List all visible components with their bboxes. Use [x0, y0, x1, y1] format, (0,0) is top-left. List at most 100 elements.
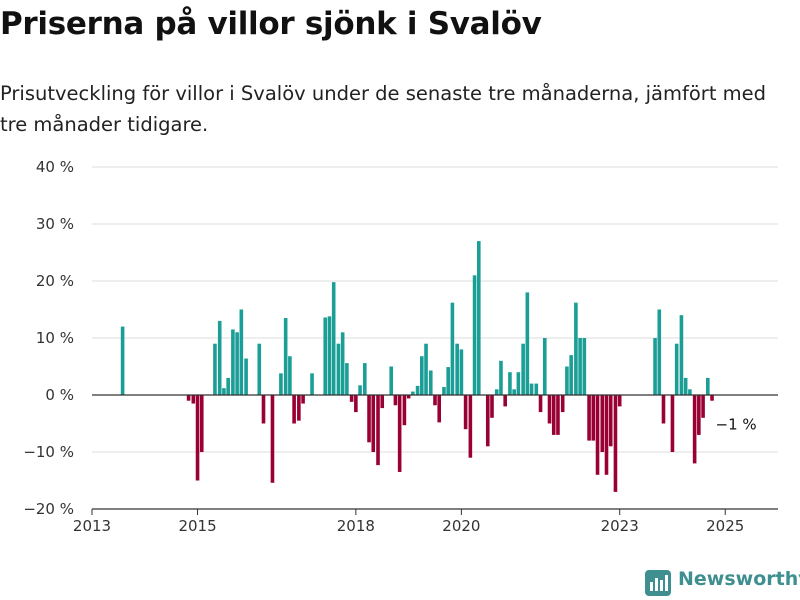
bar — [393, 395, 398, 406]
bar — [371, 395, 376, 452]
bar — [191, 395, 196, 404]
bar — [446, 367, 450, 395]
bar — [472, 275, 477, 395]
bar — [674, 343, 679, 395]
bar — [512, 389, 516, 395]
y-tick-label: −10 % — [23, 443, 74, 461]
bar — [376, 395, 380, 466]
bar — [292, 395, 296, 424]
y-tick-label: 20 % — [36, 272, 74, 290]
bar — [692, 395, 697, 464]
newsworthy-logo: Newsworthy — [644, 568, 800, 598]
bar — [569, 355, 573, 395]
bar — [670, 395, 675, 452]
bar — [310, 373, 314, 395]
x-tick-label: 2023 — [601, 517, 639, 535]
y-tick-label: 40 % — [36, 158, 74, 176]
page-subtitle: Prisutveckling för villor i Svalöv under… — [0, 82, 767, 136]
bar — [468, 395, 473, 458]
y-tick-label: 0 % — [45, 386, 74, 404]
bar — [657, 309, 662, 395]
bar — [380, 395, 385, 409]
bar — [297, 395, 301, 421]
bar — [617, 395, 622, 407]
bar — [490, 395, 494, 418]
bar — [574, 302, 578, 395]
bar — [235, 332, 239, 395]
bar — [499, 360, 503, 395]
bar — [406, 395, 411, 399]
bar — [551, 395, 556, 435]
x-tick-label: 2013 — [73, 517, 111, 535]
bar — [494, 389, 499, 395]
bar — [195, 395, 200, 481]
bar — [485, 395, 490, 447]
bars — [120, 241, 714, 492]
bar — [397, 395, 402, 472]
bar — [336, 343, 341, 395]
bar — [415, 385, 420, 395]
bar — [257, 343, 262, 395]
bar — [525, 292, 530, 395]
bar — [402, 395, 407, 426]
bar — [261, 395, 266, 424]
bar — [279, 373, 283, 395]
bar — [560, 395, 565, 413]
bar — [679, 315, 684, 395]
bar — [463, 395, 468, 430]
brand-name: Newsworthy — [678, 568, 800, 590]
bar — [503, 395, 507, 407]
bar — [578, 338, 582, 395]
bar — [600, 395, 605, 452]
bar — [270, 395, 275, 483]
x-tick-label: 2018 — [337, 517, 375, 535]
bar — [450, 302, 455, 395]
bar — [582, 338, 587, 395]
bar — [534, 383, 539, 395]
bar — [354, 395, 358, 413]
bar — [587, 395, 591, 441]
bar — [688, 389, 692, 395]
bar — [613, 395, 618, 492]
bar — [301, 395, 305, 404]
bar — [428, 370, 433, 395]
bar — [288, 356, 292, 395]
bar — [710, 395, 714, 401]
bar — [591, 395, 596, 441]
grid-lines — [92, 166, 778, 510]
bar — [222, 388, 226, 395]
bar — [367, 395, 371, 443]
bar — [199, 395, 204, 452]
bar — [345, 363, 349, 395]
bar — [420, 356, 424, 395]
bar — [653, 338, 657, 395]
bar — [477, 241, 481, 395]
x-tick-label: 2015 — [178, 517, 216, 535]
bar — [331, 282, 336, 395]
bar — [442, 387, 446, 395]
bar — [358, 385, 362, 395]
bar — [538, 395, 543, 413]
bar — [217, 320, 222, 395]
bar — [424, 343, 428, 395]
tick-labels: −20 % −10 % 0 % 10 % 20 % 30 % 40 % 2013 2015 201… — [23, 158, 744, 535]
bar — [226, 377, 230, 395]
x-tick-label: 2020 — [442, 517, 480, 535]
bar — [283, 318, 288, 395]
bar — [595, 395, 600, 475]
y-tick-label: 30 % — [36, 215, 74, 233]
latest-value-label: −1 % — [716, 416, 757, 434]
bar — [529, 383, 534, 395]
bar — [340, 332, 345, 395]
bar — [508, 372, 512, 395]
bar — [565, 366, 569, 395]
bar — [349, 395, 354, 402]
bar — [455, 343, 459, 395]
bar — [661, 395, 666, 424]
bar — [120, 326, 125, 395]
x-tick-label: 2025 — [706, 517, 744, 535]
axes — [91, 394, 778, 515]
bar — [521, 343, 525, 395]
bar — [542, 338, 547, 395]
